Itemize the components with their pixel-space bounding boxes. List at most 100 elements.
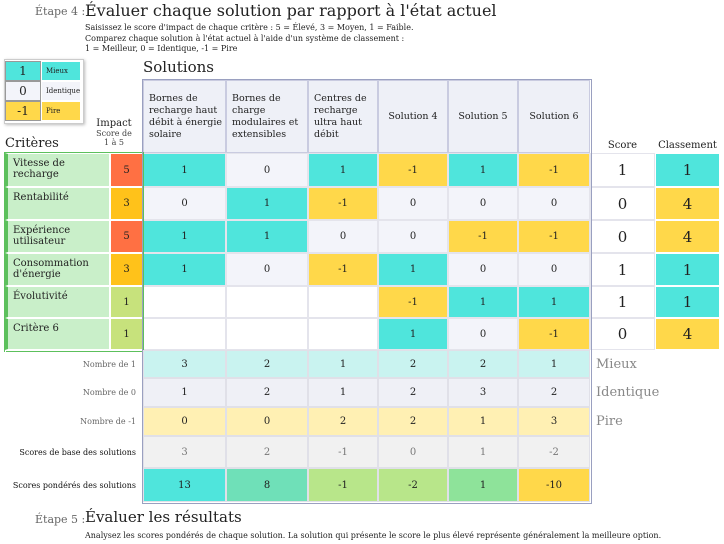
rating-cell: 0 <box>226 253 308 286</box>
rating-cell: 1 <box>143 253 226 286</box>
criterion: Expérience utilisateur <box>5 220 110 253</box>
impact-label: Impact Score de 1 à 5 <box>94 118 134 147</box>
summary-cell: 1 <box>448 468 518 502</box>
impact: 1 <box>110 318 143 350</box>
rating-cell: 0 <box>448 318 518 350</box>
rating-cell: 0 <box>143 187 226 220</box>
instructions: Saisissez le score d'impact de chaque cr… <box>85 23 414 55</box>
legend-value: 1 <box>5 61 41 81</box>
impact: 5 <box>110 220 143 253</box>
rating-cell <box>308 286 378 318</box>
rank-label: Classement <box>658 140 717 151</box>
rating-cell: 0 <box>448 253 518 286</box>
rank: 1 <box>655 286 720 318</box>
summary-cell: 1 <box>308 378 378 407</box>
summary-cell: 8 <box>226 468 308 502</box>
summary-cell: 1 <box>518 350 590 378</box>
column-header: Centres de recharge ultra haut débit <box>308 80 378 153</box>
legend-label: Pire <box>41 101 81 121</box>
summary-cell: -10 <box>518 468 590 502</box>
rating-cell <box>143 318 226 350</box>
summary-cell: 2 <box>378 350 448 378</box>
summary-label: Nombre de 1 <box>5 350 143 378</box>
legend-label: Identique <box>41 81 81 101</box>
column-header: Bornes de recharge haut débit à énergie … <box>143 80 226 153</box>
rating-cell: 0 <box>226 153 308 187</box>
rating-cell: 0 <box>378 187 448 220</box>
instruction: Saisissez le score d'impact de chaque cr… <box>85 23 414 32</box>
summary-cell: 1 <box>448 436 518 468</box>
solutions-label: Solutions <box>143 58 214 76</box>
instruction: Comparez chaque solution à l'état actuel… <box>85 33 405 43</box>
rating-cell: 0 <box>448 187 518 220</box>
summary-cell: 2 <box>308 407 378 436</box>
summary-cell: -2 <box>518 436 590 468</box>
column-header: Bornes de charge modulaires et extensibl… <box>226 80 308 153</box>
rating-cell: 0 <box>378 220 448 253</box>
summary-cell: 3 <box>143 436 226 468</box>
rating-cell: 1 <box>448 153 518 187</box>
rating-cell <box>226 318 308 350</box>
summary-label: Scores pondérés des solutions <box>5 468 143 502</box>
score: 1 <box>590 153 655 187</box>
rating-cell: 0 <box>308 220 378 253</box>
criterion: Évolutivité <box>5 286 110 318</box>
rank: 1 <box>655 153 720 187</box>
rank: 4 <box>655 220 720 253</box>
summary-cell: 0 <box>378 436 448 468</box>
footer-text: Analysez les scores pondérés de chaque s… <box>85 531 662 540</box>
summary-note: Identique <box>590 378 720 407</box>
summary-cell: 2 <box>226 350 308 378</box>
step-label: Étape 5 : <box>35 513 86 526</box>
rating-cell: 1 <box>378 253 448 286</box>
impact: 1 <box>110 286 143 318</box>
rating-cell: 1 <box>378 318 448 350</box>
section-title: Évaluer les résultats <box>85 508 242 526</box>
rating-cell <box>308 318 378 350</box>
impact: 3 <box>110 187 143 220</box>
summary-cell: 0 <box>226 407 308 436</box>
rating-cell: -1 <box>448 220 518 253</box>
summary-cell: 3 <box>448 378 518 407</box>
rating-cell: -1 <box>518 220 590 253</box>
summary-cell: 2 <box>518 378 590 407</box>
score: 1 <box>590 253 655 286</box>
summary-cell: 3 <box>143 350 226 378</box>
rating-cell: -1 <box>308 187 378 220</box>
rating-cell: 1 <box>226 187 308 220</box>
legend <box>4 59 84 124</box>
legend-value: -1 <box>5 101 41 121</box>
summary-cell: 0 <box>143 407 226 436</box>
summary-cell: 2 <box>226 436 308 468</box>
summary-cell: -1 <box>308 436 378 468</box>
legend-label: Mieux <box>41 61 81 81</box>
rating-cell <box>226 286 308 318</box>
summary-cell: 1 <box>448 407 518 436</box>
page-title: Évaluer chaque solution par rapport à l'… <box>85 1 497 20</box>
criterion: Critère 6 <box>5 318 110 350</box>
summary-cell: 1 <box>308 350 378 378</box>
score: 0 <box>590 187 655 220</box>
score: 0 <box>590 220 655 253</box>
summary-cell: 1 <box>143 378 226 407</box>
impact: 3 <box>110 253 143 286</box>
score-label: Score <box>607 140 638 151</box>
rating-cell: -1 <box>378 286 448 318</box>
rating-cell: 0 <box>518 187 590 220</box>
summary-label: Nombre de 0 <box>5 378 143 407</box>
rank: 4 <box>655 318 720 350</box>
rating-cell <box>143 286 226 318</box>
impact-title: Impact <box>96 118 132 129</box>
summary-note: Mieux <box>590 350 720 378</box>
rating-cell: 0 <box>518 253 590 286</box>
summary-cell: -1 <box>308 468 378 502</box>
rating-cell: -1 <box>378 153 448 187</box>
legend-value: 0 <box>5 81 41 101</box>
step-label: Étape 4 : <box>35 5 86 18</box>
instruction: 1 = Meilleur, 0 = Identique, -1 = Pire <box>85 44 238 53</box>
rating-cell: -1 <box>518 153 590 187</box>
summary-cell: 13 <box>143 468 226 502</box>
summary-cell: 2 <box>378 378 448 407</box>
score: 0 <box>590 318 655 350</box>
criterion: Rentabilité <box>5 187 110 220</box>
